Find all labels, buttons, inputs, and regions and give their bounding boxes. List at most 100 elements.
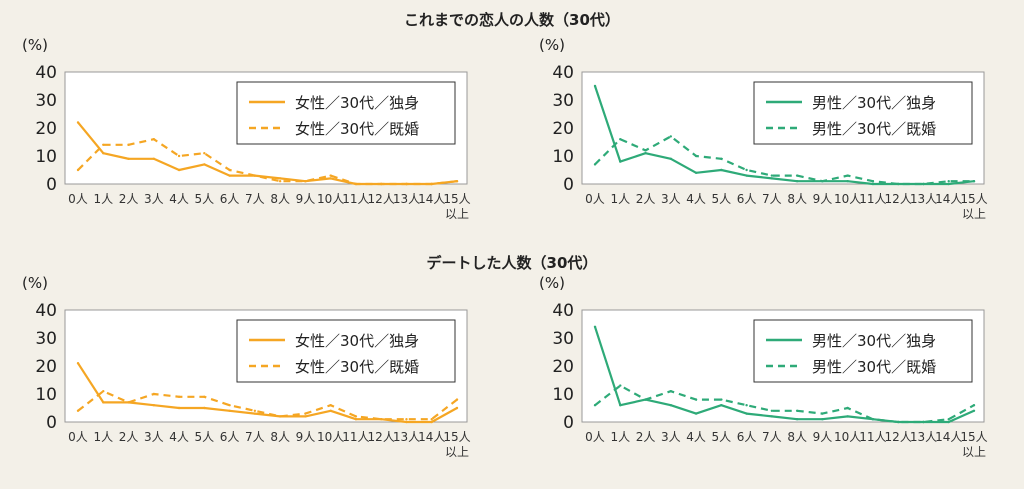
x-tick-label: 14人 xyxy=(935,430,962,444)
data-point-married xyxy=(922,420,925,424)
x-tick-label: 7人 xyxy=(245,192,265,206)
data-point-single xyxy=(102,401,105,404)
x-tick-label: 8人 xyxy=(270,430,290,444)
x-tick-label: 7人 xyxy=(762,430,782,444)
series-line-single xyxy=(593,326,975,424)
data-point-single xyxy=(720,168,723,172)
legend-label: 女性／30代／既婚 xyxy=(295,120,419,138)
x-tick-label: 3人 xyxy=(661,430,681,444)
data-point-married xyxy=(304,180,307,183)
series-line-married xyxy=(77,138,458,186)
data-point-married xyxy=(177,154,181,158)
y-tick-label: 40 xyxy=(35,63,57,83)
x-tick-label: 12人 xyxy=(368,430,395,444)
x-tick-label: 0人 xyxy=(585,430,605,444)
data-point-single xyxy=(304,415,307,418)
data-point-married xyxy=(380,418,383,421)
data-point-single xyxy=(619,160,622,163)
data-point-single xyxy=(228,174,231,177)
data-point-married xyxy=(455,398,459,401)
data-point-single xyxy=(127,157,130,160)
y-tick-label: 0 xyxy=(46,413,57,433)
x-tick-label: 10人 xyxy=(317,430,344,444)
chart-lovers-male: (%) 0 10 20 30 40 0人 1人 2人 3人 4人 5人 6人 7人 8人 9人 10人11人12… xyxy=(539,36,988,221)
y-tick-label: 0 xyxy=(46,175,57,195)
legend-label: 男性／30代／独身 xyxy=(812,94,936,112)
y-tick-label: 20 xyxy=(552,119,574,139)
x-tick-label: 1人 xyxy=(610,192,630,206)
data-point-single xyxy=(152,404,155,407)
data-point-married xyxy=(619,384,622,387)
y-tick-label: 20 xyxy=(35,357,57,377)
data-point-married xyxy=(152,138,155,141)
data-point-single xyxy=(329,177,332,180)
data-point-single xyxy=(177,406,181,410)
data-point-single xyxy=(405,420,408,424)
data-point-married xyxy=(405,182,408,186)
data-point-married xyxy=(897,182,900,186)
data-point-single xyxy=(644,152,647,155)
data-point-married xyxy=(669,135,672,138)
data-point-married xyxy=(152,392,155,396)
data-point-single xyxy=(329,409,332,412)
x-tick-label: 11人 xyxy=(342,192,369,206)
y-tick-label: 40 xyxy=(552,63,574,83)
y-tick-label: 20 xyxy=(552,357,574,377)
data-point-married xyxy=(228,404,231,407)
x-tick-label: 14人 xyxy=(418,430,445,444)
data-point-married xyxy=(897,420,900,424)
data-point-married xyxy=(127,143,130,146)
series-line-married xyxy=(594,135,974,186)
data-point-married xyxy=(380,182,383,186)
data-point-married xyxy=(871,418,875,421)
data-point-married xyxy=(846,406,849,410)
data-point-married xyxy=(329,404,332,407)
data-point-married xyxy=(795,409,799,412)
data-point-married xyxy=(430,182,433,186)
series-line-single xyxy=(593,85,975,186)
series-line-married xyxy=(594,384,975,424)
x-tick-label: 5人 xyxy=(712,430,732,444)
x-tick-label: 0人 xyxy=(68,430,88,444)
data-point-married xyxy=(922,182,925,186)
data-point-married xyxy=(972,180,976,183)
x-tick-label: 2人 xyxy=(119,192,139,206)
x-tick-label: 8人 xyxy=(787,192,807,206)
data-point-married xyxy=(846,174,849,177)
data-point-single xyxy=(795,180,799,183)
x-tick-label: 8人 xyxy=(787,430,807,444)
x-tick-label: 11人 xyxy=(342,430,369,444)
x-tick-label: 4人 xyxy=(686,430,706,444)
x-tick-label: 11人 xyxy=(859,430,886,444)
y-tick-label: 20 xyxy=(35,119,57,139)
y-axis-unit: (%) xyxy=(539,36,565,54)
data-point-married xyxy=(644,149,647,152)
x-tick-label: 9人 xyxy=(296,192,316,206)
data-point-single xyxy=(593,325,597,328)
x-tick-label: 4人 xyxy=(169,430,189,444)
data-point-married xyxy=(228,168,231,172)
x-tick-label: 12人 xyxy=(885,430,912,444)
data-point-married xyxy=(354,182,358,186)
data-point-single xyxy=(795,418,799,421)
data-point-single xyxy=(720,404,723,407)
data-point-single xyxy=(177,168,181,172)
data-point-married xyxy=(177,395,181,398)
data-point-married xyxy=(430,418,433,421)
x-tick-label: 4人 xyxy=(169,192,189,206)
data-point-married xyxy=(102,143,105,146)
data-point-single xyxy=(669,157,672,160)
x-tick-label: 8人 xyxy=(270,192,290,206)
data-point-married xyxy=(644,398,647,401)
x-tick-label: 5人 xyxy=(712,192,732,206)
data-point-married xyxy=(304,412,307,415)
legend-box xyxy=(236,81,456,145)
x-tick-label: 7人 xyxy=(762,192,782,206)
legend-box xyxy=(753,81,973,145)
data-point-single xyxy=(770,415,774,418)
legend-label: 女性／30代／既婚 xyxy=(295,358,419,376)
data-point-single xyxy=(619,404,622,407)
y-axis-unit: (%) xyxy=(22,274,48,292)
data-point-single xyxy=(821,418,824,421)
data-point-single xyxy=(354,418,358,421)
